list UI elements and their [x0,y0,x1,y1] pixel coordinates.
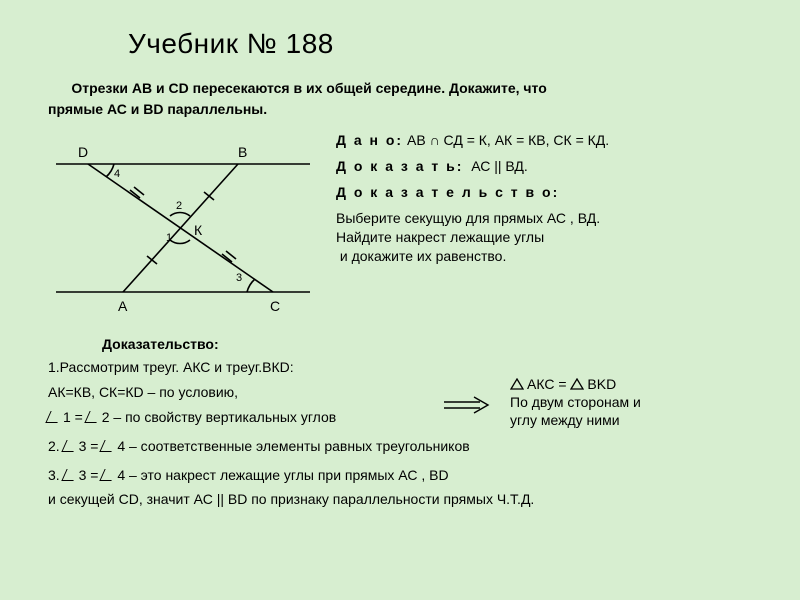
label-angle-4: 4 [114,168,120,180]
label-c: C [270,298,280,314]
prove-text: АС || ВД. [471,158,528,174]
hint-block: Выберите секущую для прямых АС , ВД. Най… [336,210,752,264]
proof-step-2: 2. 3 = 4 – соответственные элементы равн… [48,437,752,456]
label-d: D [78,144,88,160]
proof-body: 1.Рассмотрим треуг. АКС и треуг.ВКD: АК=… [48,358,752,509]
proof-step-1: 1.Рассмотрим треуг. АКС и треуг.ВКD: [48,358,752,377]
label-angle-3: 3 [236,272,242,284]
geometry-diagram: D B A C К 1 2 3 4 [48,132,318,332]
hint-line-3: и докажите их равенство. [336,248,752,264]
proof-step-3b: и секущей СD, значит АС || ВD по признак… [48,490,752,509]
angle-icon [45,411,62,423]
proof-title: Доказательство: [102,336,752,352]
congruence-note: АКС = BKD По двум сторонам и углу между … [510,376,641,430]
triangle-icon [570,378,584,390]
label-angle-1: 1 [166,232,172,244]
triangle-icon [510,378,524,390]
problem-line-2: прямые АС и ВD параллельны. [48,101,267,117]
label-a: A [118,298,127,314]
given-line: Д а н о: АВ ∩ СД = К, АК = КВ, СК = КД. [336,132,752,148]
label-k: К [194,222,202,238]
hint-line-1: Выберите секущую для прямых АС , ВД. [336,210,752,226]
given-text: АВ ∩ СД = К, АК = КВ, СК = КД. [407,132,609,148]
label-angle-2: 2 [176,200,182,212]
congruence-reason-2: углу между ними [510,412,641,428]
hint-line-2: Найдите накрест лежащие углы [336,229,752,245]
proof-step-1c: 1 = 2 – по свойству вертикальных углов [48,408,752,427]
congruence-reason-1: По двум сторонам и [510,394,641,410]
problem-line-1: Отрезки АВ и CD пересекаются в их общей … [71,80,546,96]
prove-line: Д о к а з а т ь: АС || ВД. [336,158,752,174]
proof-heading: Д о к а з а т е л ь с т в о: [336,184,559,200]
proof-heading-line: Д о к а з а т е л ь с т в о: [336,184,752,200]
proof-step-1b: АК=КВ, СК=КD – по условию, [48,383,752,402]
implication-arrow-icon [440,395,496,420]
problem-statement: Отрезки АВ и CD пересекаются в их общей … [48,78,752,120]
prove-label: Д о к а з а т ь: [336,158,463,174]
page-title: Учебник № 188 [128,28,752,60]
label-b: B [238,144,247,160]
proof-step-3: 3. 3 = 4 – это накрест лежащие углы при … [48,466,752,485]
given-label: Д а н о: [336,132,403,148]
